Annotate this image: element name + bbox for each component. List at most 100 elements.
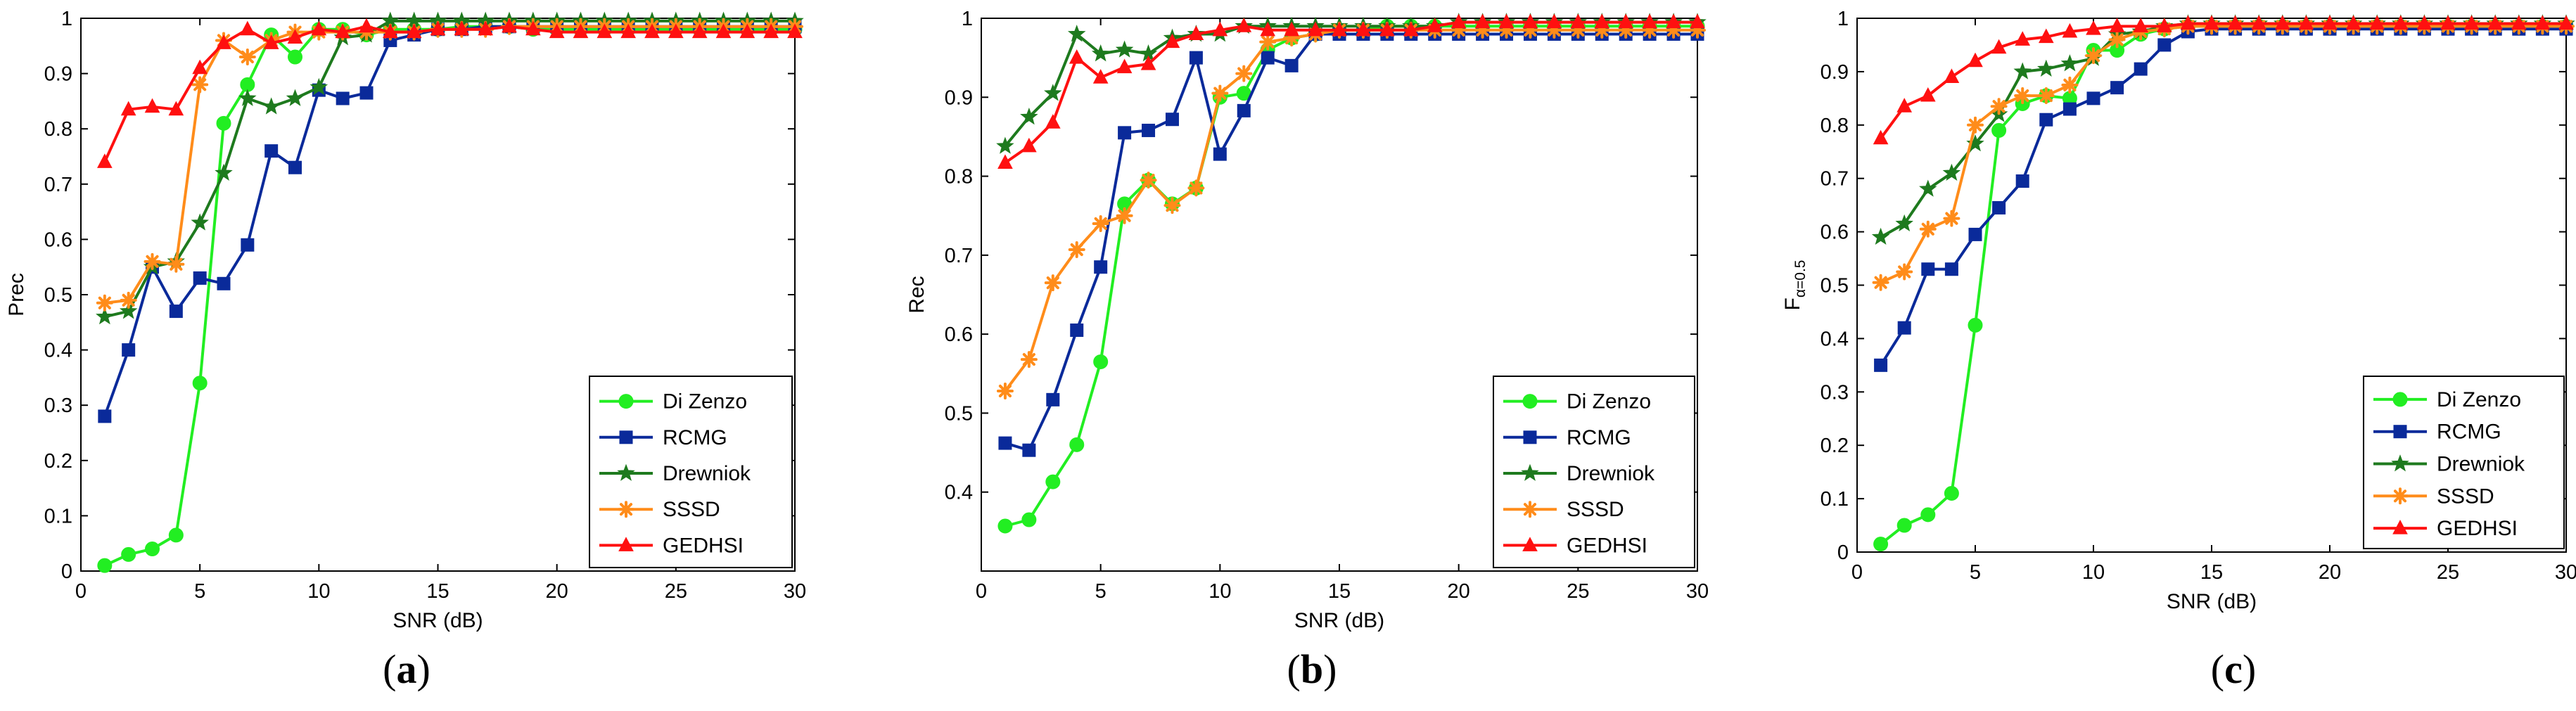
legend: Di Zenzo RCMG Drewniok SSSD GEDHSI — [1493, 376, 1695, 568]
y-tick-label: 1 — [1837, 8, 1849, 30]
point-rcmg — [2110, 81, 2124, 95]
point-gedhsi — [668, 23, 684, 39]
point-rcmg — [1874, 358, 1888, 372]
point-drewniok — [1871, 227, 1890, 245]
series-group — [96, 11, 804, 573]
point-gedhsi — [1570, 13, 1586, 29]
chart-f-measure: 0 5 10 15 20 25 30 0 0.1 0.2 0.3 0.4 0.5 0.6 0.7 0.8 0.9… — [1781, 8, 2576, 613]
panel-a: 0 5 10 15 20 25 30 0 0.1 0.2 0.3 0.4 0.5 0.6 0.7 0.8 0.9… — [0, 0, 830, 711]
point-rcmg — [1213, 147, 1227, 161]
x-tick-label: 25 — [665, 580, 687, 603]
legend-label-gedhsi: GEDHSI — [2437, 517, 2518, 540]
x-tick-label: 10 — [307, 580, 330, 603]
point-gedhsi — [787, 23, 803, 39]
x-tick-label: 10 — [2082, 561, 2105, 584]
point-sssd — [1896, 263, 1913, 281]
y-axis-label: Fα=0.5 — [1781, 260, 1809, 311]
point-rcmg — [1944, 262, 1958, 276]
point-rcmg — [264, 144, 279, 158]
point-rcmg — [2086, 91, 2100, 105]
point-drewniok — [215, 163, 233, 181]
point-gedhsi — [739, 23, 755, 39]
point-gedhsi — [1450, 13, 1467, 29]
point-di-zenzo — [1045, 474, 1061, 489]
point-gedhsi — [2440, 15, 2456, 30]
point-sssd — [1211, 84, 1229, 102]
point-sssd — [1872, 274, 1889, 291]
point-sssd — [996, 382, 1014, 399]
point-rcmg — [1046, 392, 1060, 406]
legend-marker-sssd — [2392, 487, 2409, 505]
point-gedhsi — [311, 20, 327, 36]
point-rcmg — [98, 409, 112, 423]
point-sssd — [1044, 274, 1061, 292]
point-sssd — [96, 294, 113, 312]
point-gedhsi — [1284, 21, 1299, 37]
x-tick-label: 0 — [75, 580, 87, 603]
x-axis-label: SNR (dB) — [393, 609, 483, 632]
y-tick-label: 0.7 — [44, 174, 72, 196]
point-gedhsi — [597, 23, 613, 39]
point-rcmg — [2134, 62, 2148, 76]
point-gedhsi — [2180, 15, 2196, 30]
point-drewniok — [1966, 134, 1984, 152]
legend-marker-sssd — [618, 501, 635, 518]
x-tick-label: 30 — [2555, 561, 2576, 584]
legend-label-drewniok: Drewniok — [663, 462, 751, 485]
point-gedhsi — [287, 29, 303, 44]
point-sssd — [1919, 220, 1937, 238]
point-gedhsi — [644, 23, 660, 39]
point-sssd — [1990, 98, 2008, 115]
point-di-zenzo — [1873, 537, 1889, 552]
point-rcmg — [1118, 126, 1132, 140]
point-gedhsi — [1920, 87, 1936, 102]
y-tick-label: 0.7 — [1821, 168, 1849, 191]
point-gedhsi — [715, 23, 732, 39]
point-sssd — [2085, 47, 2102, 65]
y-tick-label: 0.4 — [945, 482, 973, 504]
x-tick-label: 20 — [2319, 561, 2341, 584]
point-rcmg — [2157, 38, 2172, 52]
point-gedhsi — [763, 23, 779, 39]
point-sssd — [1259, 33, 1277, 51]
point-sssd — [120, 291, 137, 309]
y-axis-label: Prec — [5, 273, 28, 316]
point-rcmg — [1070, 324, 1084, 338]
point-rcmg — [1968, 227, 1982, 241]
point-gedhsi — [97, 153, 113, 168]
point-gedhsi — [2369, 15, 2385, 30]
x-tick-label: 30 — [784, 580, 806, 603]
legend-marker-gedhsi — [618, 537, 634, 551]
y-axis-label: Rec — [905, 276, 929, 313]
y-tick-label: 0.8 — [44, 118, 72, 141]
point-di-zenzo — [1093, 354, 1109, 369]
legend-marker-drewniok — [617, 463, 635, 481]
point-gedhsi — [2038, 28, 2054, 44]
point-di-zenzo — [1920, 507, 1936, 523]
point-di-zenzo — [216, 115, 231, 131]
point-drewniok — [1067, 25, 1086, 42]
point-di-zenzo — [1021, 512, 1037, 527]
point-drewniok — [310, 77, 329, 96]
point-rcmg — [1261, 51, 1275, 65]
point-drewniok — [96, 307, 114, 325]
point-gedhsi — [478, 20, 493, 36]
point-gedhsi — [1896, 98, 1913, 113]
x-tick-label: 25 — [1567, 580, 1589, 603]
point-sssd — [2061, 76, 2079, 94]
y-tick-label: 0 — [1837, 542, 1849, 564]
point-gedhsi — [2086, 20, 2101, 35]
point-di-zenzo — [145, 542, 160, 557]
point-gedhsi — [2204, 15, 2219, 30]
point-gedhsi — [2392, 15, 2409, 30]
x-tick-label: 5 — [1095, 580, 1107, 603]
point-gedhsi — [1308, 21, 1323, 37]
x-tick-label: 10 — [1209, 580, 1231, 603]
x-tick-label: 15 — [1328, 580, 1351, 603]
point-gedhsi — [1642, 13, 1657, 29]
point-gedhsi — [1069, 49, 1085, 64]
y-tick-label: 0.7 — [945, 245, 973, 267]
x-tick-label: 20 — [546, 580, 568, 603]
point-gedhsi — [2534, 15, 2551, 30]
point-gedhsi — [549, 23, 565, 39]
